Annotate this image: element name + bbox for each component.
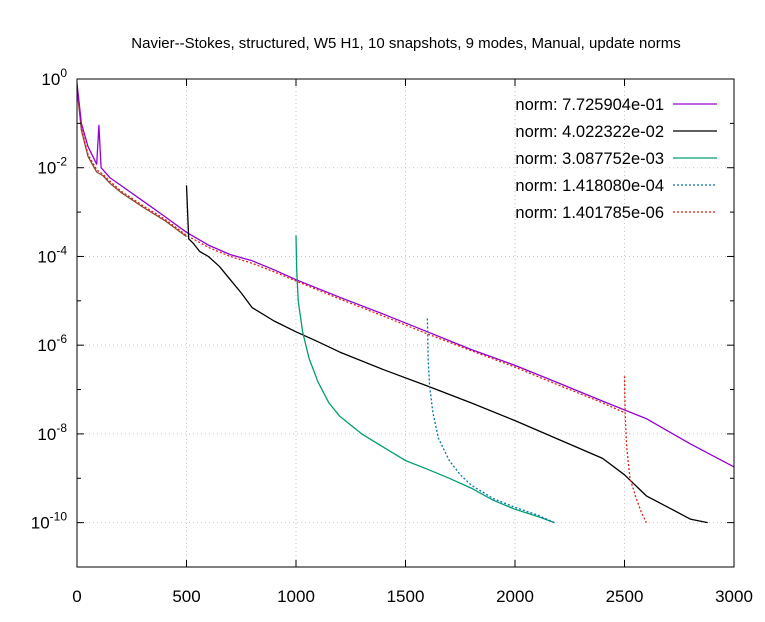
series-line-1: [76, 83, 735, 468]
legend: norm: 7.725904e-01 norm: 4.022322e-02 norm…: [515, 96, 717, 222]
legend-label: norm: 3.087752e-03: [515, 150, 664, 168]
y-tick-label: 100: [41, 66, 67, 89]
x-tick-label: 3000: [715, 587, 753, 606]
series-line-5: [623, 376, 647, 523]
x-tick-label: 2000: [496, 587, 534, 606]
legend-label: norm: 1.418080e-04: [515, 177, 664, 195]
legend-label: norm: 4.022322e-02: [515, 123, 664, 141]
y-tick-base: 10: [41, 70, 60, 89]
y-tick-exponent: -6: [56, 332, 67, 346]
y-tick-label: 10-10: [31, 510, 68, 533]
y-tick-exponent: -4: [56, 243, 67, 257]
series-line-2: [185, 185, 708, 524]
y-tick-exponent: -10: [50, 510, 68, 524]
series-line-7: [76, 88, 187, 238]
series-line-3: [295, 235, 555, 524]
y-tick-base: 10: [37, 159, 56, 178]
series-group: [76, 83, 735, 524]
x-tick-label: 500: [172, 587, 200, 606]
y-tick-label: 10-4: [37, 243, 67, 266]
y-tick-base: 10: [37, 425, 56, 444]
y-tick-label: 10-8: [37, 421, 67, 444]
series-line-4: [426, 318, 555, 524]
x-tick-label: 2500: [606, 587, 644, 606]
y-tick-base: 10: [37, 336, 56, 355]
y-tick-exponent: 0: [60, 66, 67, 80]
y-tick-base: 10: [37, 247, 56, 266]
y-tick-label: 10-2: [37, 155, 67, 178]
x-tick-label: 0: [72, 587, 81, 606]
y-tick-label: 10-6: [37, 332, 67, 355]
y-tick-exponent: -2: [56, 155, 67, 169]
y-tick-exponent: -8: [56, 421, 67, 435]
x-tick-label: 1500: [387, 587, 425, 606]
chart-title: Navier--Stokes, structured, W5 H1, 10 sn…: [131, 35, 680, 52]
legend-label: norm: 1.401785e-06: [515, 204, 664, 222]
y-tick-base: 10: [31, 514, 50, 533]
series-line-6: [76, 85, 625, 414]
legend-label: norm: 7.725904e-01: [515, 96, 664, 114]
x-tick-label: 1000: [277, 587, 315, 606]
ticks: 0 500 1000 1500 2000 2500 300010010-210-410-61…: [31, 66, 753, 606]
